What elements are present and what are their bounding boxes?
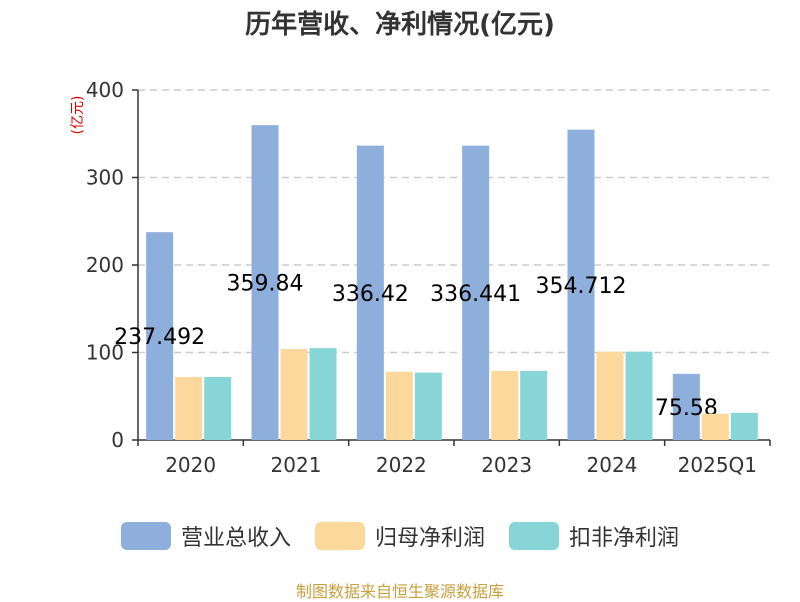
legend-item[interactable]: 营业总收入 — [120, 520, 291, 552]
bar-2024-2 — [596, 351, 624, 440]
legend-label: 营业总收入 — [180, 526, 291, 551]
y-tick-label: 300 — [86, 166, 124, 190]
y-tick-label: 100 — [86, 341, 124, 365]
bar-chart: 0 100 200 300 400(亿元) 2020 237.492 2021 359.84 20… — [70, 78, 771, 477]
bar-2021-2 — [280, 349, 308, 440]
data-label: 359.84 — [227, 272, 304, 297]
y-axis-unit: (亿元) — [70, 96, 86, 135]
bar-2021-3 — [309, 348, 337, 440]
x-tick-label: 2021 — [271, 453, 322, 477]
bar-2023-2 — [491, 370, 519, 440]
data-label: 336.441 — [430, 282, 521, 307]
data-label: 237.492 — [114, 325, 205, 350]
legend-label: 扣非净利润 — [569, 526, 680, 551]
x-tick-label: 2020 — [165, 453, 216, 477]
bar-2025Q1-3 — [730, 412, 758, 440]
bar-2023-1 — [462, 145, 490, 440]
legend-item[interactable]: 归母净利润 — [314, 520, 485, 552]
x-tick-label: 2022 — [376, 453, 427, 477]
y-tick-label: 200 — [86, 253, 124, 277]
bar-2020-2 — [175, 377, 203, 440]
legend-swatch — [509, 522, 559, 550]
x-tick-label: 2023 — [481, 453, 532, 477]
bar-2023-3 — [520, 370, 548, 440]
legend-swatch — [314, 522, 365, 550]
bar-2022-3 — [414, 372, 442, 440]
bar-2021-1 — [251, 125, 279, 440]
x-tick-label: 2024 — [587, 453, 638, 477]
legend-swatch — [120, 522, 171, 550]
x-tick-label: 2025Q1 — [678, 453, 757, 477]
bar-2025Q1-2 — [701, 413, 729, 440]
legend: 营业总收入 归母净利润 扣非净利润 — [0, 520, 800, 552]
bar-2025Q1-1 — [672, 373, 700, 440]
data-label: 354.712 — [536, 274, 627, 299]
bar-2024-1 — [567, 129, 595, 440]
legend-item[interactable]: 扣非净利润 — [509, 520, 679, 552]
bar-2022-1 — [356, 145, 384, 440]
bar-2020-3 — [204, 377, 232, 440]
bar-2024-3 — [625, 351, 653, 440]
chart-title: 历年营收、净利情况(亿元) — [245, 10, 555, 40]
data-label: 336.42 — [332, 282, 409, 307]
source-note: 制图数据来自恒生聚源数据库 — [295, 582, 504, 601]
y-tick-label: 0 — [111, 428, 124, 452]
y-tick-label: 400 — [86, 78, 124, 102]
legend-label: 归母净利润 — [374, 526, 485, 551]
bar-2020-1 — [146, 232, 174, 440]
bar-2022-2 — [385, 371, 413, 440]
